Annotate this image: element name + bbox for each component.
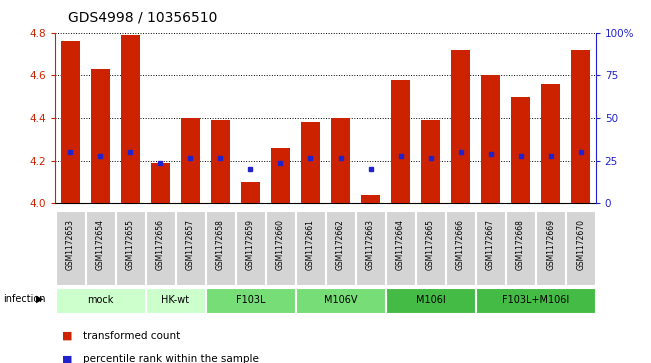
Text: M106I: M106I [416, 295, 445, 305]
Text: GSM1172660: GSM1172660 [276, 219, 285, 270]
Text: ■: ■ [62, 354, 72, 363]
Text: GSM1172663: GSM1172663 [366, 219, 375, 270]
Bar [421, 120, 440, 203]
Text: GSM1172665: GSM1172665 [426, 219, 435, 270]
Bar [301, 122, 320, 203]
Text: GSM1172664: GSM1172664 [396, 219, 405, 270]
Bar [416, 211, 445, 285]
Text: GSM1172669: GSM1172669 [546, 219, 555, 270]
Text: GSM1172653: GSM1172653 [66, 219, 75, 270]
Bar [476, 288, 595, 313]
Text: GSM1172662: GSM1172662 [336, 219, 345, 270]
Bar [241, 182, 260, 203]
Text: F103L+M106I: F103L+M106I [502, 295, 569, 305]
Bar [296, 288, 385, 313]
Text: GSM1172654: GSM1172654 [96, 219, 105, 270]
Bar [266, 211, 295, 285]
Bar [541, 84, 561, 203]
Bar [446, 211, 475, 285]
Text: percentile rank within the sample: percentile rank within the sample [83, 354, 258, 363]
Bar [391, 79, 410, 203]
Text: GSM1172657: GSM1172657 [186, 219, 195, 270]
Text: GSM1172668: GSM1172668 [516, 219, 525, 270]
Bar [120, 35, 140, 203]
Bar [271, 148, 290, 203]
Text: GSM1172661: GSM1172661 [306, 219, 315, 270]
Bar [146, 211, 175, 285]
Bar [61, 41, 80, 203]
Text: mock: mock [87, 295, 113, 305]
Bar [206, 288, 295, 313]
Bar [326, 211, 355, 285]
Bar [211, 120, 230, 203]
Bar [146, 288, 205, 313]
Bar [296, 211, 325, 285]
Text: HK-wt: HK-wt [161, 295, 189, 305]
Text: GDS4998 / 10356510: GDS4998 / 10356510 [68, 11, 217, 25]
Bar [451, 50, 470, 203]
Bar [56, 288, 145, 313]
Text: GSM1172655: GSM1172655 [126, 219, 135, 270]
Text: transformed count: transformed count [83, 331, 180, 341]
Bar [331, 118, 350, 203]
Bar [86, 211, 115, 285]
Bar [176, 211, 205, 285]
Bar [206, 211, 235, 285]
Bar [150, 163, 170, 203]
Bar [181, 118, 200, 203]
Text: F103L: F103L [236, 295, 265, 305]
Text: GSM1172658: GSM1172658 [216, 219, 225, 270]
Text: ▶: ▶ [36, 294, 44, 304]
Bar [566, 211, 595, 285]
Bar [571, 50, 590, 203]
Bar [386, 288, 475, 313]
Bar [386, 211, 415, 285]
Text: ■: ■ [62, 331, 72, 341]
Bar [356, 211, 385, 285]
Text: GSM1172667: GSM1172667 [486, 219, 495, 270]
Text: infection: infection [3, 294, 46, 304]
Bar [511, 97, 531, 203]
Bar [116, 211, 145, 285]
Bar [476, 211, 505, 285]
Bar [361, 195, 380, 203]
Text: GSM1172659: GSM1172659 [246, 219, 255, 270]
Text: GSM1172666: GSM1172666 [456, 219, 465, 270]
Bar [536, 211, 565, 285]
Text: M106V: M106V [324, 295, 357, 305]
Bar [481, 76, 501, 203]
Bar [56, 211, 85, 285]
Bar [506, 211, 535, 285]
Bar [236, 211, 265, 285]
Text: GSM1172656: GSM1172656 [156, 219, 165, 270]
Text: GSM1172670: GSM1172670 [576, 219, 585, 270]
Bar [90, 69, 110, 203]
